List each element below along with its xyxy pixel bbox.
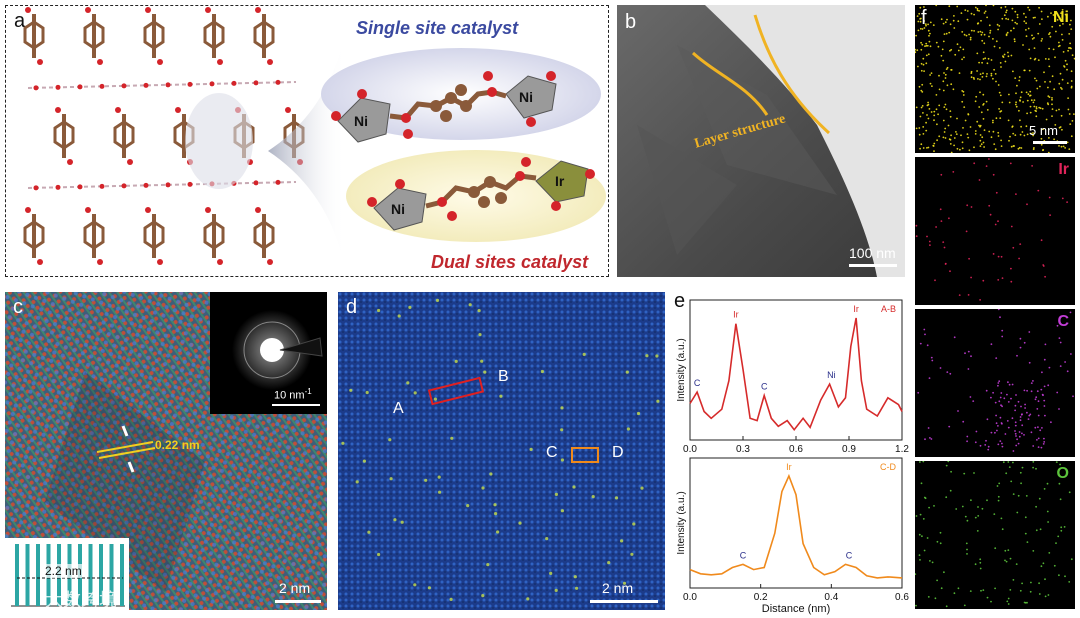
peak-label-ir: Ir [853, 304, 859, 314]
framework-structure [23, 7, 305, 265]
scale-label-inset: 10 nm-1 [274, 387, 312, 402]
y-axis-label: Intensity (a.u.) [676, 338, 687, 401]
ni-octahedron-left [337, 97, 391, 143]
series-tag: A-B [881, 304, 896, 314]
panel-c-label: c [13, 296, 23, 318]
x-tick-label: 1.2 [895, 444, 909, 455]
point-a: A [393, 400, 404, 417]
scale-bar-f [1033, 141, 1067, 144]
scale-bar-c [275, 600, 321, 603]
single-site-molecule: Ni Ni [331, 71, 557, 143]
panel-b: b Layer structure 100 nm [617, 5, 905, 277]
scale-label-b: 100 nm [849, 245, 896, 261]
ni-label-left: Ni [354, 113, 368, 129]
eds-map-ir: Ir [915, 157, 1075, 305]
x-tick-label: 0.6 [895, 592, 909, 603]
x-tick-label: 0.4 [824, 592, 838, 603]
layer-line-1 [691, 51, 769, 116]
line-profiles-chart: 0.0 0.3 0.6 0.9 1.2 A-B Intensity (a.u.) C Ir C Ni… [676, 299, 909, 615]
chart-c-d: 0.0 0.2 0.4 0.6 C-D Intensity (a.u.) Ir C C Dista… [676, 457, 909, 615]
eds-label-ni: Ni [1053, 9, 1069, 26]
eds-label-o: O [1056, 465, 1069, 482]
profile-inset: 2.2 nm [5, 538, 129, 610]
panel-e: e 0.0 0.3 0.6 0.9 1.2 A-B Intensity (a.u.) C Ir C… [672, 290, 912, 616]
eds-map-o: O [915, 461, 1075, 609]
peak-label-c: C [694, 378, 701, 388]
peak-label-c: C [761, 382, 768, 392]
scale-bar-b [849, 264, 897, 267]
haadf-image-d [338, 292, 665, 610]
ir-label-dual: Ir [555, 173, 565, 189]
panel-e-label: e [674, 290, 686, 312]
peak-label-ir: Ir [786, 462, 792, 472]
panel-d: d A B C D 2 nm [338, 292, 665, 610]
scale-label-f: 5 nm [1029, 123, 1058, 138]
x-tick-label: 0.3 [736, 444, 750, 455]
x-tick-label: 0.0 [683, 592, 697, 603]
panel-f: Ni f 5 nm Ir C O [915, 5, 1075, 613]
series-line-a-b [689, 317, 903, 432]
ni-label-dual: Ni [391, 201, 405, 217]
dual-site-title: Dual sites catalyst [431, 252, 589, 272]
dual-site-molecule: Ni Ir [367, 157, 595, 231]
highlight-ellipse [185, 93, 253, 189]
layer-line-2 [753, 14, 831, 135]
x-axis-label: Distance (nm) [762, 603, 830, 615]
series-line-c-d [689, 473, 903, 579]
series-tag: C-D [880, 462, 896, 472]
point-d: D [612, 444, 624, 461]
scale-bar-d [590, 600, 658, 603]
line-ab-box [427, 376, 485, 406]
point-b: B [498, 368, 509, 385]
plot-frame [689, 299, 903, 441]
panel-a-label: a [14, 10, 26, 32]
ir-octahedron [535, 160, 589, 203]
panel-b-label: b [625, 11, 637, 33]
single-site-title: Single site catalyst [356, 18, 519, 38]
peak-label-c: C [846, 550, 853, 560]
chart-a-b: 0.0 0.3 0.6 0.9 1.2 A-B Intensity (a.u.) C Ir C Ni… [676, 299, 909, 455]
eds-map-c: C [915, 309, 1075, 457]
x-tick-label: 0.6 [789, 444, 803, 455]
panel-a-illustration: Single site catalyst Dual sites catalyst… [23, 7, 606, 274]
vacuum-region [705, 5, 905, 277]
y-axis-label: Intensity (a.u.) [676, 491, 687, 554]
x-tick-label: 0.0 [683, 444, 697, 455]
line-cd-box [571, 447, 599, 463]
scale-label-d: 2 nm [602, 580, 634, 596]
saed-inset: 10 nm-1 [210, 292, 327, 414]
panel-c: c 0.22 nm 10 nm-1 2.2 nm 2 nm 大数跨境 [5, 292, 327, 610]
profile-length-label: 2.2 nm [45, 564, 82, 578]
plot-frame [689, 457, 903, 589]
ni-label-right: Ni [519, 89, 533, 105]
eds-map-ni: Ni f 5 nm [915, 5, 1075, 153]
tem-image-b [617, 5, 905, 277]
peak-label-ir: Ir [733, 310, 739, 320]
panel-f-label: f [921, 7, 927, 29]
watermark: 大数跨境 [45, 590, 117, 610]
ni-octahedron-right [505, 75, 557, 119]
scale-label-c: 2 nm [279, 580, 311, 596]
x-tick-label: 0.9 [842, 444, 856, 455]
d-spacing-label: 0.22 nm [155, 438, 200, 452]
ni-octahedron-dual [373, 187, 427, 231]
eds-label-c: C [1057, 313, 1069, 330]
peak-label-ni: Ni [827, 370, 836, 380]
scale-bar-inset [272, 404, 320, 406]
zoom-fan [268, 26, 346, 274]
x-tick-label: 0.2 [754, 592, 768, 603]
peak-label-c: C [740, 550, 747, 560]
eds-label-ir: Ir [1058, 161, 1069, 178]
panel-d-label: d [346, 296, 358, 318]
point-c: C [546, 444, 558, 461]
panel-a: a Single site catalyst Dual [5, 5, 609, 277]
